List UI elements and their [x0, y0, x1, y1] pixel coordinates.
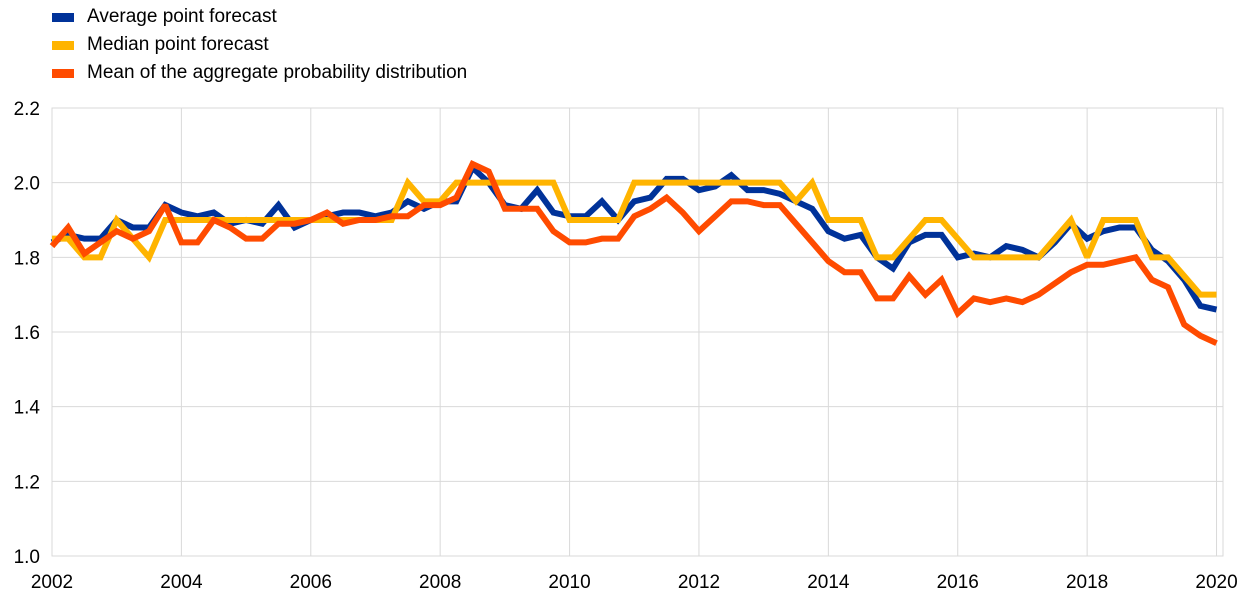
series-line-mean	[49, 160, 1218, 346]
x-tick-label: 2020	[1195, 572, 1237, 593]
y-tick-label: 1.8	[14, 248, 40, 269]
x-tick-label: 2012	[678, 572, 720, 593]
y-tick-label: 1.0	[14, 547, 40, 568]
y-tick-label: 1.4	[14, 398, 41, 419]
legend-swatch-mean	[52, 68, 74, 78]
y-tick-label: 2.0	[14, 174, 40, 195]
chart-legend: Average point forecast Median point fore…	[52, 3, 467, 87]
legend-item-median: Median point forecast	[52, 31, 467, 59]
legend-item-mean: Mean of the aggregate probability distri…	[52, 59, 467, 87]
series-line-median	[52, 177, 1217, 298]
y-tick-label: 2.2	[14, 99, 40, 120]
legend-swatch-average	[52, 12, 74, 22]
legend-label-average: Average point forecast	[87, 6, 277, 27]
x-tick-label: 2002	[31, 572, 73, 593]
y-tick-label: 1.6	[14, 323, 40, 344]
legend-item-average: Average point forecast	[52, 3, 467, 31]
x-tick-label: 2014	[807, 572, 850, 593]
y-tick-label: 1.2	[14, 472, 40, 493]
y-axis-ticks: 1.0 1.2 1.4 1.6 1.8 2.0 2.2	[14, 99, 41, 568]
x-tick-label: 2004	[160, 572, 203, 593]
chart-series	[49, 160, 1218, 346]
x-tick-label: 2018	[1066, 572, 1108, 593]
x-axis-ticks: 2002 2004 2006 2008 2010 2012 2014 2016 2018 2020	[31, 572, 1238, 593]
legend-swatch-median	[52, 40, 74, 50]
x-tick-label: 2010	[548, 572, 590, 593]
legend-label-mean: Mean of the aggregate probability distri…	[87, 62, 468, 83]
x-tick-label: 2006	[290, 572, 332, 593]
chart-grid	[51, 107, 1224, 557]
legend-label-median: Median point forecast	[87, 34, 269, 55]
x-tick-label: 2008	[419, 572, 461, 593]
x-tick-label: 2016	[937, 572, 979, 593]
